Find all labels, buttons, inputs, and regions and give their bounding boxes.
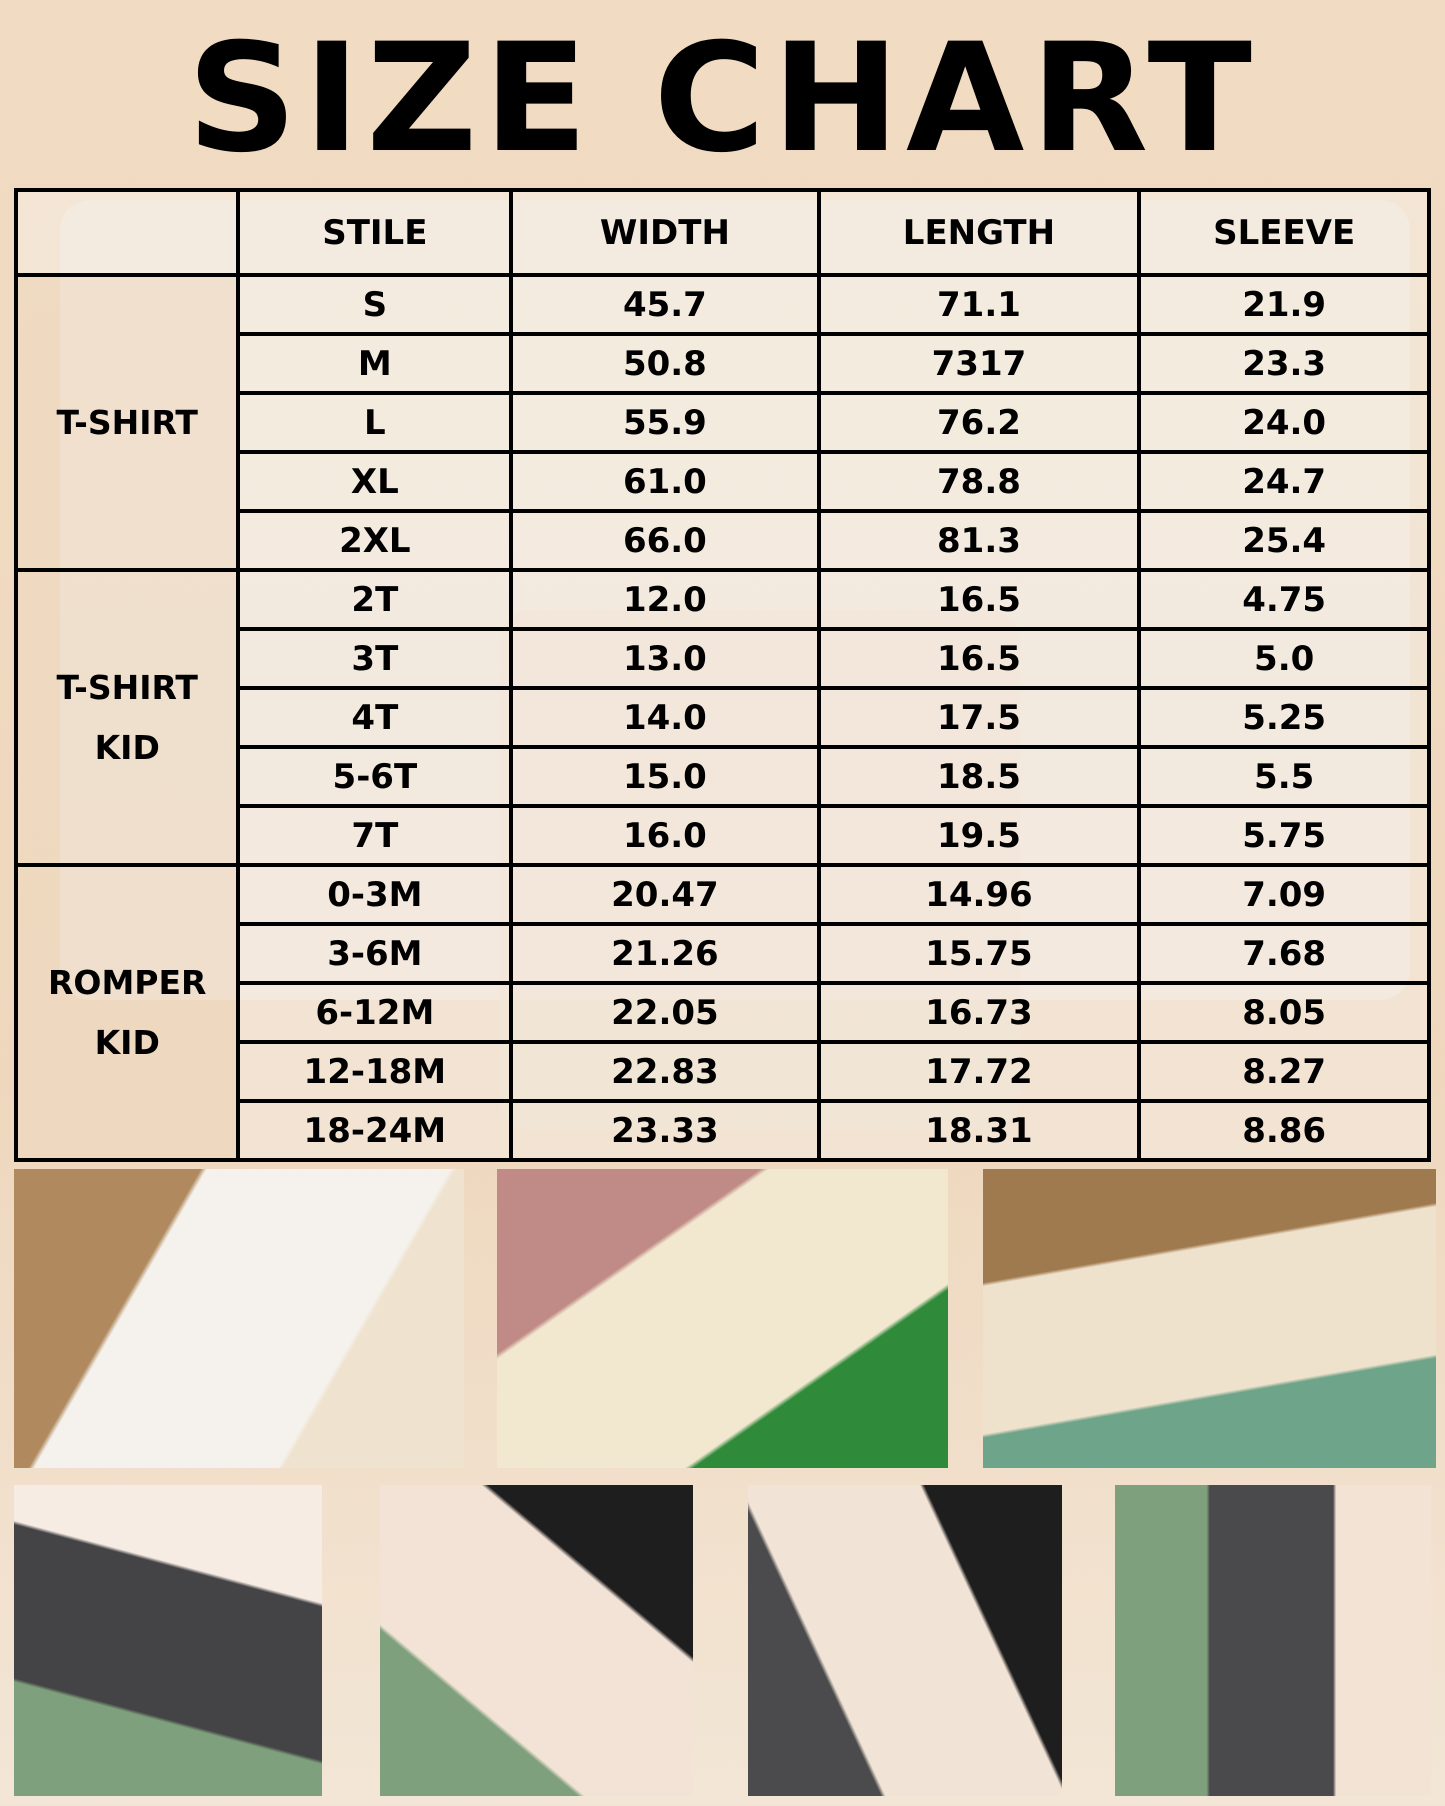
group-label: T-SHIRT KID [13,568,241,867]
photo-stack-eucalyptus-2 [380,1485,693,1796]
width-cell: 22.83 [509,1040,821,1103]
width-cell: 23.33 [509,1099,821,1162]
width-cell: 50.8 [509,332,821,395]
table-row: 3T 13.0 16.5 5.0 [16,627,1431,690]
length-cell: 7317 [816,332,1142,395]
sleeve-cell: 4.75 [1137,568,1431,631]
length-cell: 71.1 [816,273,1142,336]
width-cell: 16.0 [509,804,821,867]
length-cell: 17.5 [816,686,1142,749]
sleeve-cell: 21.9 [1137,273,1431,336]
table-row: XL 61.0 78.8 24.7 [16,450,1431,513]
table-row: T-SHIRT S 45.7 71.1 21.9 [13,273,1431,572]
table-row: 4T 14.0 17.5 5.25 [16,686,1431,749]
width-cell: 45.7 [509,273,821,336]
group-label: ROMPER KID [13,863,241,1162]
group-label: T-SHIRT [13,273,241,572]
photo-stack-eucalyptus-4 [1115,1485,1431,1796]
table-row: 2XL 66.0 81.3 25.4 [16,509,1431,572]
sleeve-cell: 25.4 [1137,509,1431,572]
photo-rompers-shamrock [497,1169,948,1468]
length-cell: 18.5 [816,745,1142,808]
table-row: ROMPER KID 0-3M 20.47 14.96 7.09 [13,863,1431,1162]
width-cell: 14.0 [509,686,821,749]
column-header: WIDTH [509,188,821,277]
width-cell: 21.26 [509,922,821,985]
length-cell: 18.31 [816,1099,1142,1162]
length-cell: 15.75 [816,922,1142,985]
sleeve-cell: 24.7 [1137,450,1431,513]
length-cell: 19.5 [816,804,1142,867]
photo-stack-eucalyptus-3 [748,1485,1062,1796]
sleeve-cell: 5.0 [1137,627,1431,690]
size-cell: 6-12M [236,981,514,1044]
size-table: STILE WIDTH LENGTH SLEEVE T-SHIRT S 45.7 71.1 2… [13,188,1431,1162]
length-cell: 16.5 [816,627,1142,690]
length-cell: 81.3 [816,509,1142,572]
column-header: STILE [236,188,514,277]
column-header: SLEEVE [1137,188,1431,277]
table-row: T-SHIRT KID 2T 12.0 16.5 4.75 [13,568,1431,867]
size-cell: 5-6T [236,745,514,808]
sleeve-cell: 7.68 [1137,922,1431,985]
table-row: 7T 16.0 19.5 5.75 [16,804,1431,867]
width-cell: 15.0 [509,745,821,808]
table-row: 5-6T 15.0 18.5 5.5 [16,745,1431,808]
length-cell: 76.2 [816,391,1142,454]
size-cell: 7T [236,804,514,867]
sleeve-cell: 8.27 [1137,1040,1431,1103]
column-header: LENGTH [816,188,1142,277]
width-cell: 61.0 [509,450,821,513]
sleeve-cell: 24.0 [1137,391,1431,454]
sleeve-cell: 5.5 [1137,745,1431,808]
length-cell: 78.8 [816,450,1142,513]
width-cell: 22.05 [509,981,821,1044]
size-cell: 12-18M [236,1040,514,1103]
size-cell: XL [236,450,514,513]
sleeve-cell: 5.25 [1137,686,1431,749]
size-cell: L [236,391,514,454]
sleeve-cell: 5.75 [1137,804,1431,867]
sleeve-cell: 8.05 [1137,981,1431,1044]
table-row: 6-12M 22.05 16.73 8.05 [16,981,1431,1044]
size-cell: 2T [236,568,514,631]
width-cell: 13.0 [509,627,821,690]
size-cell: M [236,332,514,395]
table-row: 3-6M 21.26 15.75 7.68 [16,922,1431,985]
table-row: 12-18M 22.83 17.72 8.27 [16,1040,1431,1103]
size-cell: S [236,273,514,336]
size-cell: 3-6M [236,922,514,985]
photo-tshirts-rainbow [14,1169,464,1468]
table-row: M 50.8 7317 23.3 [16,332,1431,395]
header-row: STILE WIDTH LENGTH SLEEVE [13,188,1431,277]
sleeve-cell: 7.09 [1137,863,1431,926]
sleeve-cell: 8.86 [1137,1099,1431,1162]
sleeve-cell: 23.3 [1137,332,1431,395]
width-cell: 12.0 [509,568,821,631]
page-title: SIZE CHART [186,12,1259,186]
length-cell: 16.5 [816,568,1142,631]
photo-cream-tshirt-wicker [983,1169,1436,1468]
size-cell: 4T [236,686,514,749]
size-cell: 18-24M [236,1099,514,1162]
width-cell: 66.0 [509,509,821,572]
length-cell: 14.96 [816,863,1142,926]
table-row: L 55.9 76.2 24.0 [16,391,1431,454]
length-cell: 16.73 [816,981,1142,1044]
width-cell: 20.47 [509,863,821,926]
length-cell: 17.72 [816,1040,1142,1103]
table-row: 18-24M 23.33 18.31 8.86 [16,1099,1431,1162]
size-cell: 2XL [236,509,514,572]
size-cell: 0-3M [236,863,514,926]
size-cell: 3T [236,627,514,690]
photo-stack-eucalyptus-1 [14,1485,322,1796]
width-cell: 55.9 [509,391,821,454]
column-header [13,188,241,277]
